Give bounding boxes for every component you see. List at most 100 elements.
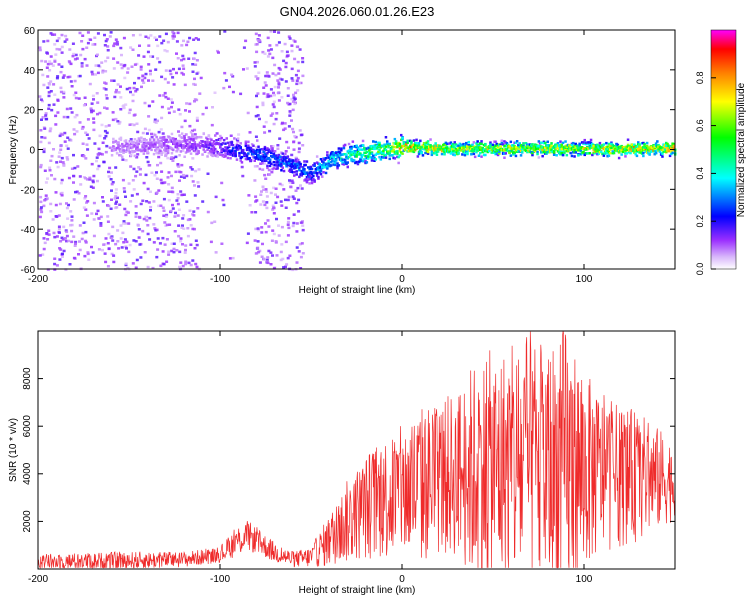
heatmap-cell	[374, 153, 377, 156]
heatmap-cell	[47, 91, 51, 94]
heatmap-cell	[140, 140, 143, 143]
heatmap-cell	[238, 145, 241, 148]
heatmap-cell	[189, 263, 193, 267]
heatmap-cell	[267, 49, 271, 52]
heatmap-cell	[188, 137, 191, 141]
heatmap-cell	[248, 146, 251, 150]
heatmap-cell	[587, 147, 590, 150]
heatmap-cell	[94, 73, 97, 76]
heatmap-cell	[275, 154, 278, 157]
heatmap-cell	[479, 151, 482, 155]
heatmap-cell	[265, 201, 269, 204]
heatmap-cell	[188, 124, 192, 128]
heatmap-cell	[146, 232, 150, 236]
heatmap-cell	[607, 142, 611, 146]
heatmap-cell	[258, 156, 262, 159]
heatmap-cell	[661, 155, 664, 158]
heatmap-cell	[175, 249, 179, 252]
heatmap-cell	[544, 141, 547, 145]
heatmap-cell	[42, 126, 46, 129]
heatmap-cell	[187, 148, 190, 152]
heatmap-cell	[193, 227, 196, 231]
heatmap-cell	[277, 155, 281, 159]
heatmap-cell	[261, 162, 264, 165]
heatmap-cell	[72, 235, 76, 238]
heatmap-cell	[142, 55, 146, 58]
heatmap-cell	[160, 139, 163, 142]
heatmap-cell	[256, 92, 260, 95]
heatmap-cell	[141, 199, 145, 202]
heatmap-cell	[224, 142, 227, 145]
heatmap-cell	[288, 110, 292, 113]
heatmap-cell	[563, 151, 566, 154]
heatmap-cell	[166, 149, 170, 152]
heatmap-cell	[526, 150, 529, 154]
heatmap-cell	[147, 142, 151, 146]
heatmap-cell	[473, 145, 477, 148]
heatmap-cell	[72, 181, 75, 184]
heatmap-cell	[281, 159, 284, 163]
heatmap-cell	[569, 148, 572, 152]
heatmap-cell	[201, 112, 205, 116]
heatmap-cell	[57, 225, 61, 228]
heatmap-cell	[126, 266, 130, 270]
heatmap-cell	[329, 156, 333, 160]
heatmap-cell	[610, 144, 613, 148]
heatmap-cell	[361, 139, 365, 143]
heatmap-cell	[60, 236, 64, 240]
heatmap-cell	[249, 159, 253, 162]
heatmap-cell	[386, 140, 389, 143]
heatmap-cell	[166, 156, 170, 160]
heatmap-cell	[158, 242, 162, 245]
heatmap-cell	[524, 145, 528, 148]
heatmap-cell	[496, 152, 500, 155]
heatmap-cell	[542, 150, 546, 154]
heatmap-cell	[178, 134, 181, 137]
heatmap-cell	[476, 149, 479, 152]
heatmap-cell	[326, 165, 329, 168]
heatmap-cell	[59, 86, 63, 90]
heatmap-cell	[255, 43, 259, 46]
heatmap-cell	[106, 49, 110, 52]
heatmap-cell	[216, 49, 219, 53]
heatmap-cell	[121, 178, 125, 182]
heatmap-cell	[108, 146, 112, 149]
heatmap-cell	[436, 144, 440, 147]
heatmap-cell	[231, 90, 235, 94]
heatmap-cell	[81, 34, 85, 37]
heatmap-cell	[97, 164, 101, 168]
heatmap-cell	[287, 195, 291, 199]
heatmap-cell	[293, 102, 297, 106]
heatmap-cell	[256, 77, 260, 80]
heatmap-cell	[164, 215, 168, 218]
heatmap-cell	[559, 146, 562, 150]
heatmap-cell	[191, 135, 194, 138]
heatmap-cell	[236, 137, 240, 140]
heatmap-cell	[138, 148, 142, 151]
heatmap-cell	[49, 90, 53, 93]
heatmap-cell	[86, 252, 90, 256]
heatmap-cell	[116, 83, 120, 86]
heatmap-cell	[300, 242, 304, 245]
heatmap-cell	[152, 140, 156, 143]
heatmap-cell	[70, 240, 74, 244]
heatmap-cell	[301, 252, 305, 255]
heatmap-cell	[170, 140, 174, 143]
heatmap-cell	[111, 181, 115, 184]
heatmap-cell	[284, 65, 288, 69]
heatmap-cell	[38, 48, 42, 52]
heatmap-cell	[295, 230, 299, 233]
heatmap-cell	[167, 183, 171, 186]
heatmap-cell	[514, 154, 518, 158]
heatmap-cell	[293, 167, 296, 170]
heatmap-cell	[44, 60, 48, 63]
heatmap-cell	[42, 150, 46, 154]
heatmap-cell	[72, 153, 75, 157]
heatmap-cell	[294, 73, 298, 77]
heatmap-cell	[248, 149, 251, 152]
heatmap-cell	[417, 150, 421, 154]
heatmap-cell	[46, 52, 49, 55]
heatmap-cell	[201, 140, 204, 143]
heatmap-cell	[172, 242, 176, 245]
